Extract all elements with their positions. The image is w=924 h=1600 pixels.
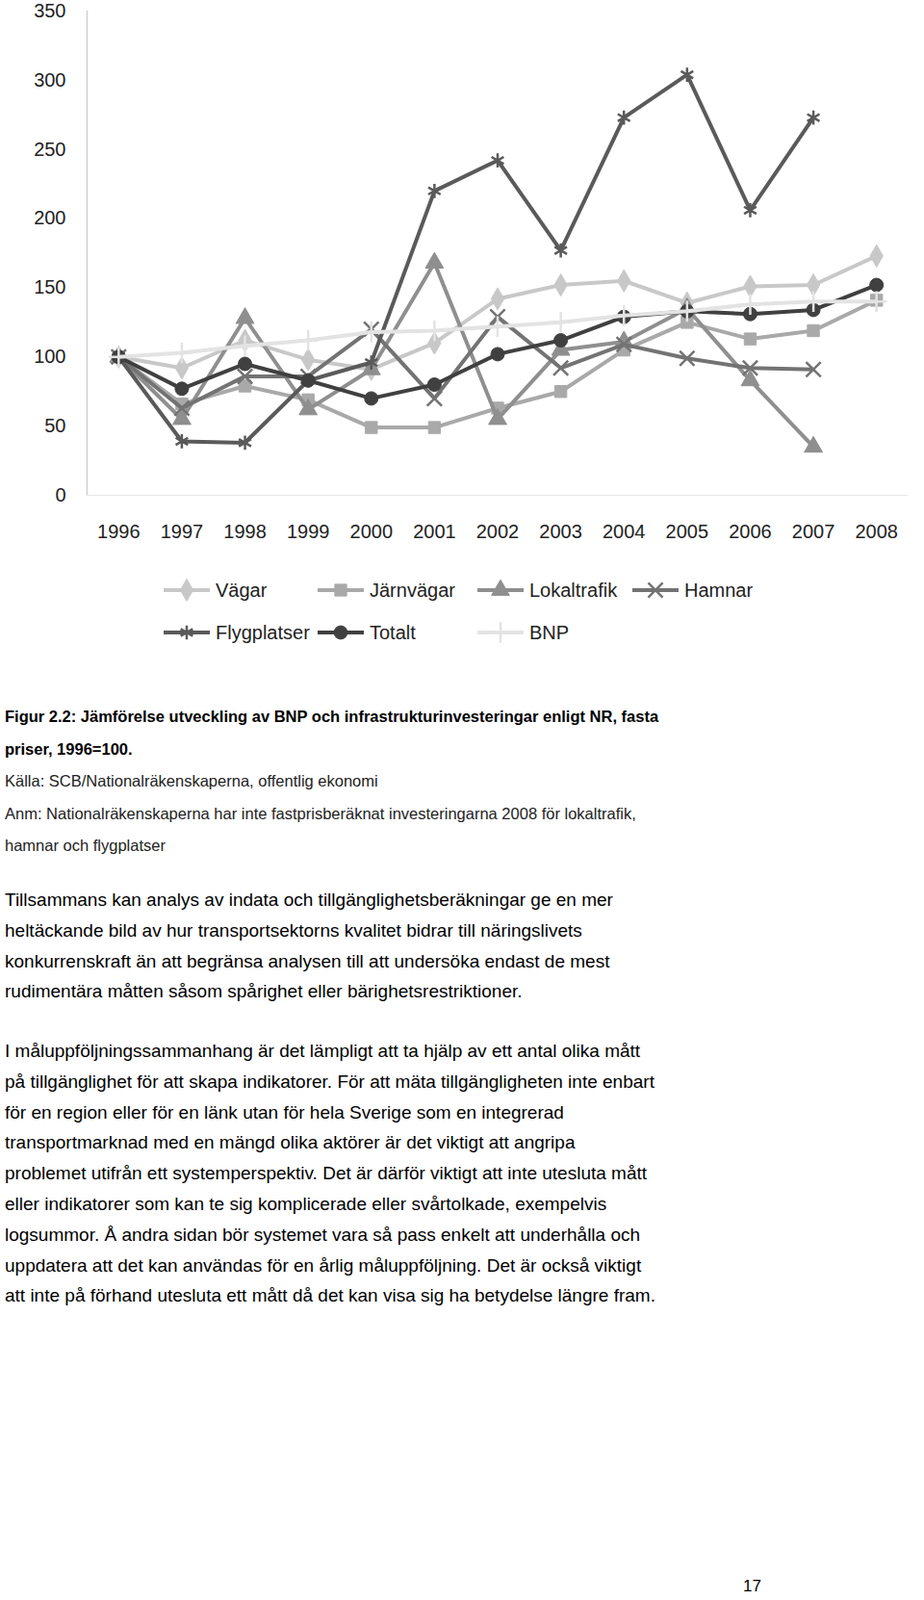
html-text:priser, 1996=100.: priser, 1996=100. — [4, 739, 133, 758]
html-text:för en region eller för en län: för en region eller för en länk utan för… — [4, 1101, 564, 1122]
svg-text:1998: 1998 — [223, 520, 266, 542]
html-text:BNP: BNP — [529, 621, 569, 643]
html-text:Lokaltrafik: Lokaltrafik — [529, 578, 618, 601]
svg-text:1996: 1996 — [97, 520, 141, 542]
svg-text:2001: 2001 — [412, 520, 457, 542]
svg-text:2000: 2000 — [350, 520, 394, 542]
html-text:rudimentära måtten såsom spåri: rudimentära måtten såsom spårighet eller… — [4, 981, 523, 1002]
html-text:Flygplatser: Flygplatser — [215, 621, 310, 643]
svg-text:1997: 1997 — [160, 520, 205, 542]
svg-text:2003: 2003 — [539, 520, 583, 542]
svg-text:2005: 2005 — [666, 520, 710, 542]
html-text:Källa: SCB/Nationalräkenskaper: Källa: SCB/Nationalräkenskaperna, offent… — [4, 771, 378, 790]
svg-text:2007: 2007 — [792, 520, 836, 542]
html-text:I måluppföljningssammanhang är: I måluppföljningssammanhang är det lämpl… — [4, 1040, 641, 1061]
svg-text:300: 300 — [33, 69, 66, 91]
html-text:Tillsammans kan analys av inda: Tillsammans kan analys av indata och til… — [4, 889, 614, 910]
svg-text:150: 150 — [33, 276, 66, 298]
svg-text:250: 250 — [33, 138, 66, 160]
html-text:transportmarknad med en mängd: transportmarknad med en mängd olika aktö… — [4, 1132, 576, 1153]
svg-text:1999: 1999 — [286, 520, 331, 542]
svg-text:2006: 2006 — [728, 520, 772, 542]
svg-text:200: 200 — [33, 206, 66, 229]
html-text:Anm: Nationalräkenskaperna har: Anm: Nationalräkenskaperna har inte fast… — [4, 804, 637, 822]
html-text:eller indikatorer som kan te s: eller indikatorer som kan te sig komplic… — [4, 1193, 607, 1214]
svg-text:350: 350 — [33, 0, 66, 22]
html-text:Hamnar: Hamnar — [684, 578, 753, 601]
html-text:Figur 2.2: Jämförelse utveckli: Figur 2.2: Jämförelse utveckling av BNP … — [4, 707, 659, 725]
html-text:Järnvägar: Järnvägar — [369, 578, 456, 601]
html-text:heltäckande bild av hur transp: heltäckande bild av hur transportsektorn… — [4, 919, 583, 941]
svg-text:2002: 2002 — [476, 520, 520, 542]
html-text:konkurrenskraft än att begräns: konkurrenskraft än att begränsa analysen… — [4, 950, 610, 971]
svg-text:50: 50 — [44, 414, 66, 437]
html-text:Totalt: Totalt — [369, 621, 416, 643]
svg-text:0: 0 — [54, 484, 66, 506]
html-text:på tillgänglighet för att skap: på tillgänglighet för att skapa indikato… — [4, 1071, 655, 1092]
html-text:Vägar: Vägar — [215, 578, 267, 601]
html-text:hamnar och flygplatser: hamnar och flygplatser — [4, 836, 166, 854]
html-text:logsummor. Å andra sidan bör s: logsummor. Å andra sidan bör systemet va… — [4, 1224, 641, 1245]
html-text:uppdatera att det kan användas: uppdatera att det kan användas för en år… — [4, 1254, 642, 1275]
svg-text:100: 100 — [33, 345, 66, 367]
html-text:17: 17 — [743, 1576, 762, 1595]
svg-text:2008: 2008 — [854, 520, 899, 542]
svg-text:2004: 2004 — [602, 520, 646, 542]
html-text:problemet utifrån ett systempe: problemet utifrån ett systemperspektiv. … — [4, 1162, 647, 1184]
html-text:att inte på förhand utesluta e: att inte på förhand utesluta ett mått då… — [4, 1285, 656, 1306]
